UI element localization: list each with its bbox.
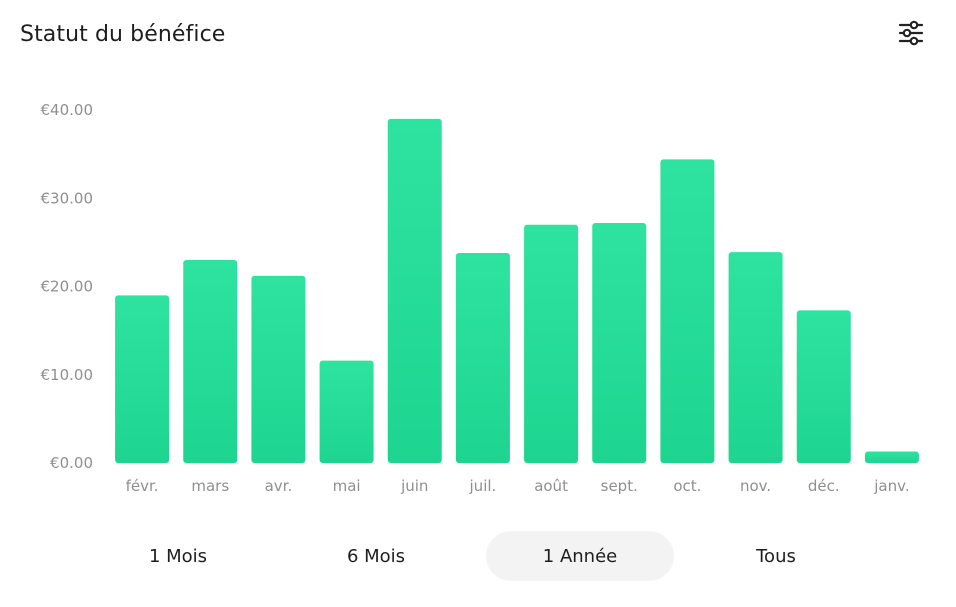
- range-1-month-button[interactable]: 1 Mois: [148, 545, 208, 567]
- x-tick-label: déc.: [808, 477, 840, 495]
- bar-juin[interactable]: [387, 118, 442, 463]
- y-tick-label: €10.00: [41, 366, 94, 384]
- bar-juil.[interactable]: [455, 252, 510, 463]
- bar-août[interactable]: [524, 224, 579, 463]
- y-tick-label: €40.00: [41, 101, 94, 119]
- x-tick-label: avr.: [265, 477, 293, 495]
- x-tick-label: oct.: [673, 477, 701, 495]
- x-tick-label: janv.: [873, 477, 909, 495]
- x-tick-label: mars: [191, 477, 229, 495]
- bar-oct.[interactable]: [660, 159, 715, 464]
- bar-janv.[interactable]: [864, 451, 919, 463]
- bar-nov.[interactable]: [728, 252, 783, 463]
- chart-title: Statut du bénéfice: [20, 22, 226, 47]
- profit-bar-chart: €0.00 €10.00 €20.00 €30.00 €40.00 févr. mars av…: [41, 101, 919, 495]
- y-tick-label: €0.00: [50, 454, 93, 472]
- bar-mars[interactable]: [183, 260, 238, 463]
- filter-button[interactable]: [894, 16, 928, 50]
- bar-déc.[interactable]: [796, 310, 851, 463]
- y-tick-label: €30.00: [41, 189, 94, 207]
- x-tick-label: juil.: [469, 477, 497, 495]
- y-tick-label: €20.00: [41, 278, 94, 296]
- bar-avr.[interactable]: [251, 275, 306, 463]
- x-tick-label: mai: [333, 477, 361, 495]
- bar-févr.[interactable]: [115, 295, 170, 463]
- x-tick-label: juin: [400, 477, 428, 495]
- x-tick-label: sept.: [601, 477, 638, 495]
- x-tick-label: févr.: [126, 477, 159, 495]
- bar-sept.[interactable]: [592, 222, 647, 463]
- range-1-year-button[interactable]: 1 Année: [486, 531, 674, 581]
- sliders-icon: [898, 20, 924, 46]
- bar-mai[interactable]: [319, 360, 374, 463]
- time-range-selector: 1 Mois 6 Mois 1 Année Tous: [84, 531, 872, 581]
- x-tick-label: août: [534, 477, 568, 495]
- range-all-button[interactable]: Tous: [756, 545, 796, 567]
- x-tick-label: nov.: [740, 477, 771, 495]
- range-6-months-button[interactable]: 6 Mois: [346, 545, 406, 567]
